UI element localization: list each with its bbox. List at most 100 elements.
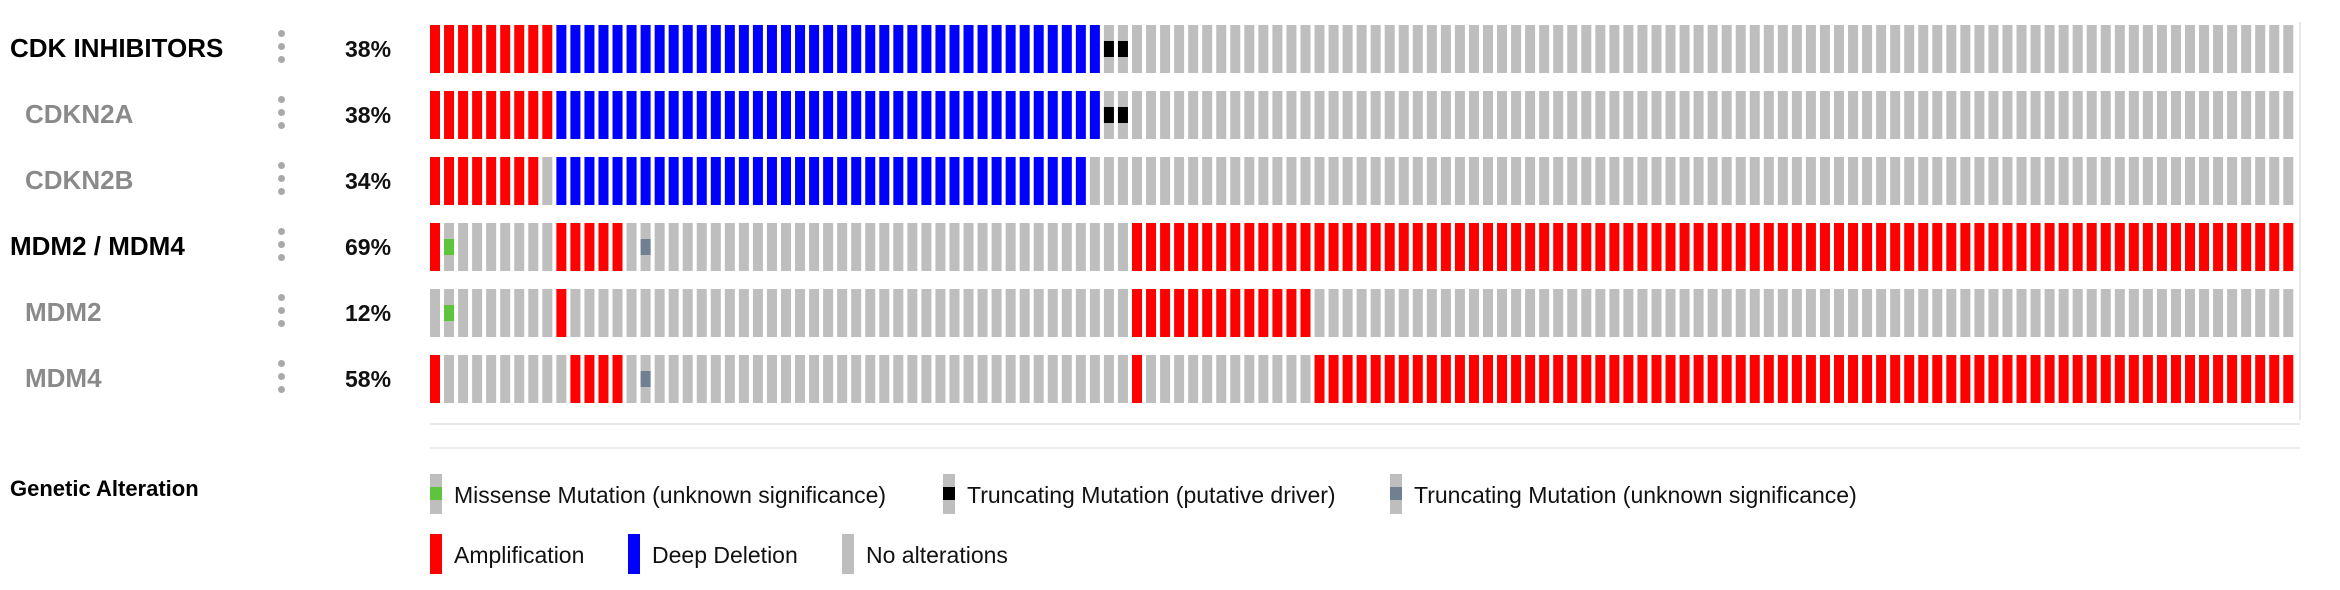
sample-cell[interactable] bbox=[1075, 289, 1086, 337]
sample-cell[interactable] bbox=[570, 91, 581, 139]
sample-cell[interactable] bbox=[921, 355, 932, 403]
sample-cell[interactable] bbox=[2170, 223, 2181, 271]
sample-cell[interactable] bbox=[1061, 289, 1072, 337]
sample-cell[interactable] bbox=[1819, 157, 1830, 205]
sample-cell[interactable] bbox=[1286, 223, 1297, 271]
sample-cell[interactable] bbox=[1132, 289, 1142, 337]
sample-cell[interactable] bbox=[640, 25, 651, 73]
sample-cell[interactable] bbox=[879, 223, 890, 271]
sample-cell[interactable] bbox=[1160, 289, 1171, 337]
sample-cell[interactable] bbox=[1103, 355, 1114, 403]
sample-cell[interactable] bbox=[654, 355, 665, 403]
sample-cell[interactable] bbox=[2016, 157, 2027, 205]
sample-cell[interactable] bbox=[1328, 355, 1339, 403]
sample-cell[interactable] bbox=[514, 91, 525, 139]
sample-cell[interactable] bbox=[724, 157, 735, 205]
sample-cell[interactable] bbox=[752, 355, 763, 403]
sample-cell[interactable] bbox=[1244, 25, 1255, 73]
sample-cell[interactable] bbox=[2086, 289, 2097, 337]
sample-cell[interactable] bbox=[486, 91, 497, 139]
sample-cell[interactable] bbox=[1061, 355, 1072, 403]
sample-cell[interactable] bbox=[1075, 91, 1086, 139]
sample-cell[interactable] bbox=[1567, 223, 1578, 271]
sample-cell[interactable] bbox=[1595, 91, 1606, 139]
sample-cell[interactable] bbox=[1202, 355, 1213, 403]
sample-cell[interactable] bbox=[1314, 91, 1325, 139]
sample-cell[interactable] bbox=[1763, 25, 1774, 73]
sample-cell[interactable] bbox=[696, 91, 707, 139]
sample-cell[interactable] bbox=[2227, 25, 2238, 73]
sample-cell[interactable] bbox=[710, 223, 721, 271]
sample-cell[interactable] bbox=[1047, 355, 1058, 403]
sample-cell[interactable] bbox=[1384, 355, 1395, 403]
sample-cell[interactable] bbox=[612, 355, 623, 403]
sample-cell[interactable] bbox=[1230, 25, 1241, 73]
sample-cell[interactable] bbox=[1960, 223, 1971, 271]
sample-cell[interactable] bbox=[766, 157, 777, 205]
sample-cell[interactable] bbox=[458, 91, 469, 139]
sample-cell[interactable] bbox=[1595, 355, 1606, 403]
sample-cell[interactable] bbox=[1160, 223, 1171, 271]
sample-cell[interactable] bbox=[1132, 223, 1142, 271]
sample-cell[interactable] bbox=[1805, 91, 1816, 139]
sample-cell[interactable] bbox=[977, 157, 988, 205]
sample-cell[interactable] bbox=[1932, 157, 1943, 205]
sample-cell[interactable] bbox=[1047, 157, 1058, 205]
sample-cell[interactable] bbox=[1132, 91, 1142, 139]
mutation-mark[interactable] bbox=[444, 305, 455, 321]
sample-cell[interactable] bbox=[752, 289, 763, 337]
sample-cell[interactable] bbox=[1932, 223, 1943, 271]
sample-cell[interactable] bbox=[1946, 157, 1957, 205]
sample-cell[interactable] bbox=[1876, 25, 1887, 73]
sample-cell[interactable] bbox=[1230, 91, 1241, 139]
sample-cell[interactable] bbox=[752, 223, 763, 271]
sample-cell[interactable] bbox=[1988, 289, 1999, 337]
sample-cell[interactable] bbox=[823, 223, 834, 271]
sample-cell[interactable] bbox=[1412, 289, 1423, 337]
sample-cell[interactable] bbox=[991, 289, 1002, 337]
sample-cell[interactable] bbox=[1146, 25, 1157, 73]
sample-cell[interactable] bbox=[444, 157, 455, 205]
sample-cell[interactable] bbox=[1089, 355, 1100, 403]
sample-cell[interactable] bbox=[1132, 25, 1142, 73]
sample-cell[interactable] bbox=[1412, 91, 1423, 139]
sample-cell[interactable] bbox=[556, 289, 567, 337]
sample-cell[interactable] bbox=[2016, 91, 2027, 139]
sample-cell[interactable] bbox=[2199, 157, 2210, 205]
sample-cell[interactable] bbox=[1216, 355, 1227, 403]
sample-cell[interactable] bbox=[1468, 289, 1479, 337]
sample-cell[interactable] bbox=[444, 355, 455, 403]
sample-cell[interactable] bbox=[1609, 223, 1620, 271]
sample-cell[interactable] bbox=[1075, 223, 1086, 271]
sample-cell[interactable] bbox=[2156, 25, 2167, 73]
sample-cell[interactable] bbox=[1609, 289, 1620, 337]
sample-cell[interactable] bbox=[1876, 157, 1887, 205]
sample-cell[interactable] bbox=[696, 25, 707, 73]
sample-cell[interactable] bbox=[528, 289, 539, 337]
sample-cell[interactable] bbox=[837, 223, 848, 271]
sample-cell[interactable] bbox=[1693, 157, 1704, 205]
sample-cell[interactable] bbox=[514, 289, 525, 337]
sample-cell[interactable] bbox=[1623, 91, 1634, 139]
sample-cell[interactable] bbox=[710, 25, 721, 73]
sample-cell[interactable] bbox=[1862, 289, 1873, 337]
sample-cell[interactable] bbox=[1483, 91, 1493, 139]
sample-cell[interactable] bbox=[1103, 157, 1114, 205]
sample-cell[interactable] bbox=[2269, 157, 2280, 205]
sample-cell[interactable] bbox=[2241, 91, 2252, 139]
sample-cell[interactable] bbox=[1258, 157, 1269, 205]
sample-cell[interactable] bbox=[1693, 91, 1704, 139]
sample-cell[interactable] bbox=[2058, 289, 2069, 337]
sample-cell[interactable] bbox=[1398, 355, 1409, 403]
sample-cell[interactable] bbox=[1763, 289, 1774, 337]
sample-cell[interactable] bbox=[1075, 25, 1086, 73]
sample-cell[interactable] bbox=[2058, 157, 2069, 205]
sample-cell[interactable] bbox=[2044, 223, 2055, 271]
sample-cell[interactable] bbox=[1244, 91, 1255, 139]
sample-cell[interactable] bbox=[935, 25, 946, 73]
sample-cell[interactable] bbox=[1974, 91, 1985, 139]
sample-cell[interactable] bbox=[1777, 91, 1788, 139]
sample-cell[interactable] bbox=[2114, 355, 2125, 403]
track-menu-icon[interactable] bbox=[276, 30, 286, 66]
sample-cell[interactable] bbox=[2241, 223, 2252, 271]
